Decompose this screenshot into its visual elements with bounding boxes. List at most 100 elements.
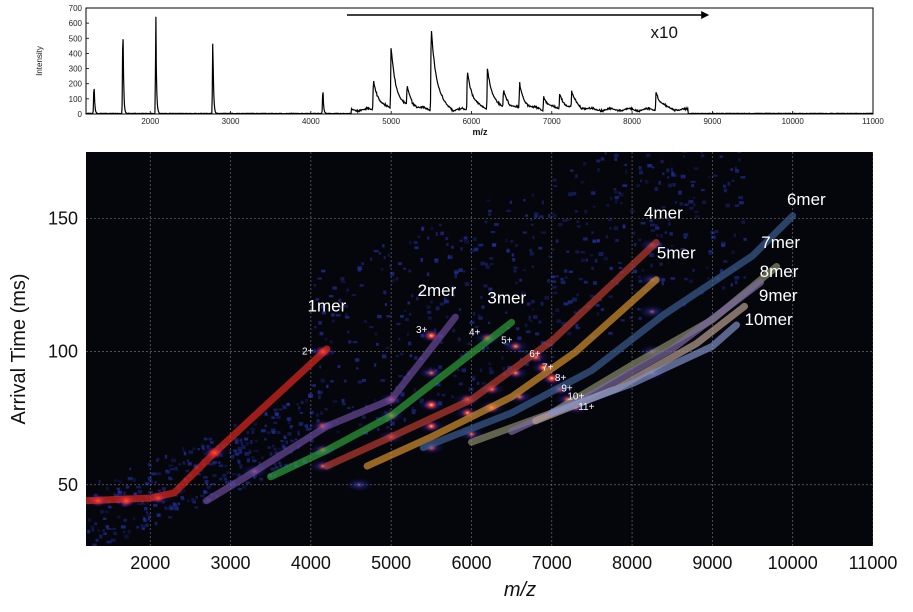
noise-pixel — [301, 401, 304, 405]
noise-pixel — [619, 267, 623, 269]
noise-pixel — [398, 375, 403, 377]
noise-pixel — [614, 188, 617, 190]
noise-pixel — [541, 231, 546, 233]
noise-pixel — [280, 440, 284, 442]
spectrum-x-tick-label: 6000 — [463, 117, 481, 126]
noise-pixel — [706, 266, 709, 268]
noise-pixel — [219, 478, 223, 481]
noise-pixel — [615, 239, 619, 242]
noise-pixel — [487, 199, 491, 201]
noise-pixel — [147, 513, 152, 517]
noise-pixel — [638, 239, 641, 242]
noise-pixel — [369, 326, 373, 328]
noise-pixel — [157, 514, 160, 517]
noise-pixel — [720, 155, 723, 158]
noise-pixel — [239, 439, 242, 443]
noise-pixel — [693, 197, 695, 199]
mass-spectrum-panel: 2000 3000 4000 5000 6000 7000 8000 9000 10000 110… — [35, 4, 884, 137]
noise-pixel — [552, 356, 555, 358]
noise-pixel — [391, 279, 394, 282]
noise-pixel — [691, 181, 696, 183]
noise-pixel — [489, 367, 492, 370]
heatmap-y-label: Arrival Time (ms) — [8, 273, 30, 424]
noise-pixel — [614, 226, 618, 230]
noise-pixel — [638, 166, 641, 170]
noise-pixel — [427, 272, 429, 276]
noise-pixel — [187, 460, 189, 462]
noise-pixel — [608, 218, 612, 222]
noise-pixel — [659, 263, 662, 266]
noise-pixel — [203, 476, 208, 479]
noise-pixel — [701, 189, 705, 191]
noise-pixel — [430, 227, 433, 229]
noise-pixel — [145, 524, 148, 527]
noise-pixel — [414, 388, 417, 392]
noise-pixel — [455, 274, 457, 278]
noise-pixel — [551, 276, 555, 278]
noise-pixel — [452, 329, 455, 333]
noise-pixel — [625, 170, 627, 174]
charge-state-label: 6+ — [529, 349, 541, 360]
noise-pixel — [408, 270, 411, 273]
noise-pixel — [477, 382, 479, 385]
noise-pixel — [384, 256, 386, 259]
noise-pixel — [619, 192, 621, 194]
heatmap-x-tick-label: 10000 — [768, 553, 818, 573]
noise-pixel — [155, 522, 158, 526]
noise-pixel — [290, 425, 293, 427]
noise-pixel — [542, 201, 544, 205]
charge-state-label: 10+ — [567, 392, 584, 403]
noise-pixel — [151, 472, 156, 475]
noise-pixel — [454, 270, 459, 274]
noise-pixel — [655, 187, 658, 191]
noise-pixel — [280, 465, 283, 467]
noise-pixel — [684, 203, 689, 206]
noise-pixel — [103, 518, 107, 520]
noise-pixel — [374, 250, 379, 252]
noise-pixel — [711, 231, 715, 234]
noise-pixel — [469, 387, 474, 391]
noise-pixel — [730, 168, 733, 170]
noise-pixel — [694, 211, 698, 214]
noise-pixel — [129, 468, 131, 471]
noise-pixel — [481, 306, 484, 309]
noise-pixel — [358, 423, 362, 426]
noise-pixel — [418, 236, 420, 239]
noise-pixel — [99, 535, 102, 539]
spectrum-frame — [86, 8, 873, 114]
noise-pixel — [489, 370, 493, 374]
noise-pixel — [117, 515, 120, 518]
noise-pixel — [656, 235, 659, 237]
noise-pixel — [591, 231, 593, 234]
noise-pixel — [486, 346, 488, 349]
noise-pixel — [692, 269, 695, 272]
noise-pixel — [128, 530, 131, 534]
noise-pixel — [113, 492, 115, 495]
noise-pixel — [143, 517, 146, 521]
noise-pixel — [165, 455, 167, 459]
noise-pixel — [711, 236, 716, 239]
noise-pixel — [691, 184, 694, 187]
noise-pixel — [374, 363, 376, 367]
spectrum-y-tick-label: 500 — [69, 34, 83, 43]
noise-pixel — [405, 318, 409, 321]
noise-pixel — [446, 243, 448, 245]
noise-pixel — [136, 526, 139, 529]
noise-pixel — [230, 455, 234, 459]
noise-pixel — [647, 164, 652, 168]
noise-pixel — [274, 409, 277, 412]
noise-pixel — [244, 452, 249, 456]
noise-pixel — [187, 500, 190, 502]
noise-pixel — [321, 270, 325, 273]
noise-pixel — [308, 394, 310, 398]
noise-pixel — [707, 277, 710, 279]
noise-pixel — [278, 448, 281, 450]
noise-pixel — [523, 269, 526, 271]
heatmap-x-tick-label: 9000 — [692, 553, 732, 573]
noise-pixel — [244, 437, 249, 440]
noise-pixel — [106, 525, 109, 528]
spectrum-y-tick-label: 400 — [69, 49, 83, 58]
charge-state-label: 3+ — [416, 325, 428, 336]
noise-pixel — [332, 320, 335, 323]
noise-pixel — [326, 385, 328, 388]
